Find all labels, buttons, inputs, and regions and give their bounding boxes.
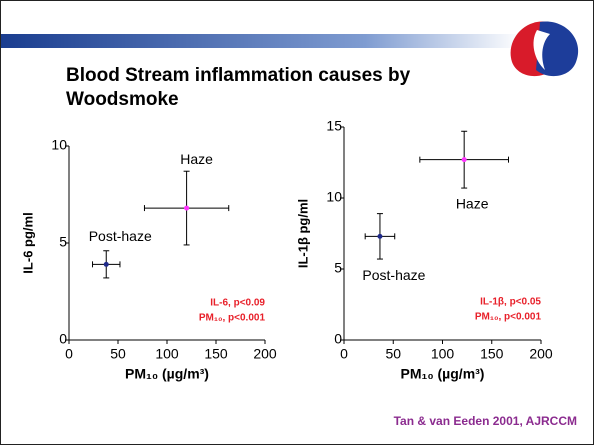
x-tick-label: 50 bbox=[110, 346, 126, 362]
annotation: PM₁₀, p<0.001 bbox=[475, 312, 542, 323]
point-label: Haze bbox=[180, 151, 213, 167]
point-label: Post-haze bbox=[89, 228, 152, 244]
slide-title: Blood Stream inflammation causes by Woods… bbox=[66, 65, 411, 110]
citation: Tan & van Eeden 2001, AJRCCM bbox=[394, 414, 577, 428]
x-tick-label: 0 bbox=[340, 346, 348, 362]
point-label: Haze bbox=[456, 195, 489, 211]
logo bbox=[510, 21, 579, 77]
header-bar bbox=[1, 34, 521, 48]
annotation: PM₁₀, p<0.001 bbox=[199, 313, 266, 324]
y-tick-label: 10 bbox=[326, 189, 342, 205]
x-tick-label: 150 bbox=[480, 346, 504, 362]
y-tick-label: 5 bbox=[334, 260, 342, 276]
y-tick-label: 15 bbox=[326, 118, 342, 134]
y-axis-label: IL-1β pg/ml bbox=[295, 199, 310, 268]
annotation: IL-6, p<0.09 bbox=[210, 298, 265, 309]
y-axis-label: IL-6 pg/ml bbox=[20, 212, 35, 273]
x-tick-label: 100 bbox=[155, 346, 179, 362]
x-tick-label: 0 bbox=[65, 346, 73, 362]
y-tick-label: 10 bbox=[51, 137, 67, 153]
x-tick-label: 150 bbox=[204, 346, 228, 362]
y-tick-label: 0 bbox=[59, 331, 67, 347]
annotation: IL-1β, p<0.05 bbox=[480, 297, 541, 308]
point bbox=[103, 261, 109, 267]
x-axis-label: PM₁₀ (µg/m³) bbox=[401, 366, 485, 382]
point bbox=[461, 157, 467, 163]
x-tick-label: 100 bbox=[431, 346, 455, 362]
y-tick-label: 0 bbox=[334, 331, 342, 347]
x-axis-label: PM₁₀ (µg/m³) bbox=[125, 366, 209, 382]
chart: 0 50 100 150 200 0 5 10 PM₁₀ (µg/m³) IL-6 pg/ml IL… bbox=[20, 137, 276, 382]
point-label: Post-haze bbox=[362, 267, 425, 283]
x-tick-label: 50 bbox=[385, 346, 401, 362]
x-tick-label: 200 bbox=[529, 346, 553, 362]
point bbox=[377, 233, 383, 239]
chart: 0 50 100 150 200 0 5 10 15 PM₁₀ (µg/m³) IL-1β pg/m… bbox=[295, 118, 552, 382]
x-tick-label: 200 bbox=[253, 346, 277, 362]
y-tick-label: 5 bbox=[59, 234, 67, 250]
point bbox=[184, 205, 190, 211]
